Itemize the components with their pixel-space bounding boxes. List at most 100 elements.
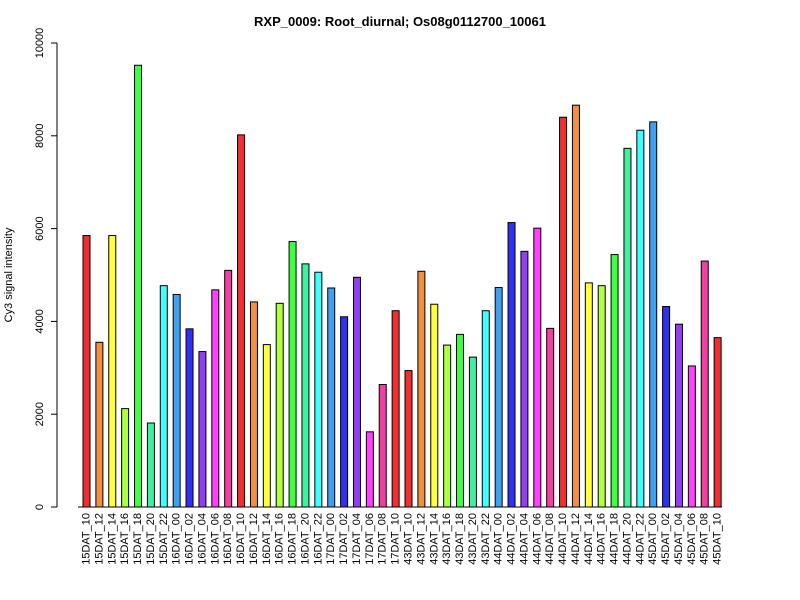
x-tick-label: 43DAT_10 — [403, 513, 415, 565]
bar — [340, 316, 349, 508]
y-tick-label: 8000 — [34, 124, 46, 148]
x-tick-label: 44DAT_16 — [596, 513, 608, 565]
bar — [520, 250, 529, 508]
x-tick-label: 44DAT_22 — [634, 513, 646, 565]
x-tick-label: 16DAT_02 — [184, 513, 196, 565]
x-tick-label: 15DAT_20 — [145, 513, 157, 565]
x-tick-label: 44DAT_04 — [518, 513, 530, 565]
y-tick-label: 6000 — [34, 216, 46, 240]
bar — [121, 408, 130, 508]
x-tick-label: 15DAT_14 — [106, 513, 118, 565]
bar — [649, 121, 658, 508]
bar — [172, 293, 181, 508]
bar — [481, 310, 490, 508]
x-tick-label: 44DAT_06 — [531, 513, 543, 565]
bar — [275, 302, 284, 508]
x-tick-label: 43DAT_14 — [428, 513, 440, 565]
bar — [82, 235, 91, 508]
y-axis-label: Cy3 signal intensity — [3, 227, 15, 322]
bar — [365, 431, 374, 508]
x-tick-label: 44DAT_20 — [621, 513, 633, 565]
x-tick-label: 43DAT_12 — [415, 513, 427, 565]
x-tick-label: 45DAT_02 — [660, 513, 672, 565]
x-tick-label: 44DAT_18 — [609, 513, 621, 565]
bar — [430, 303, 439, 508]
bar — [198, 351, 207, 508]
bar — [494, 287, 503, 508]
x-tick-label: 17DAT_00 — [325, 513, 337, 565]
x-tick-label: 44DAT_10 — [557, 513, 569, 565]
x-tick-label: 16DAT_16 — [274, 513, 286, 565]
x-tick-label: 16DAT_04 — [196, 513, 208, 565]
x-tick-label: 16DAT_08 — [222, 513, 234, 565]
x-tick-label: 17DAT_06 — [364, 513, 376, 565]
x-tick-label: 16DAT_20 — [299, 513, 311, 565]
x-tick-label: 44DAT_14 — [583, 513, 595, 565]
x-tick-label: 15DAT_12 — [93, 513, 105, 565]
bar — [662, 306, 671, 508]
x-tick-label: 45DAT_00 — [647, 513, 659, 565]
bar — [146, 422, 155, 508]
y-tick-label: 10000 — [34, 28, 46, 59]
bar — [674, 323, 683, 508]
bar — [314, 271, 323, 508]
bar — [237, 134, 246, 508]
bar — [134, 64, 143, 508]
bar — [391, 310, 400, 508]
x-tick-label: 45DAT_06 — [686, 513, 698, 565]
bar — [636, 129, 645, 508]
x-tick-label: 43DAT_22 — [480, 513, 492, 565]
bar — [468, 356, 477, 508]
x-tick-label: 17DAT_02 — [338, 513, 350, 565]
bar — [687, 365, 696, 508]
bar — [327, 287, 336, 508]
x-tick-label: 17DAT_10 — [390, 513, 402, 565]
bar — [597, 285, 606, 508]
y-ticks: 0 2000 4000 6000 8000 10000 — [34, 28, 57, 510]
x-tick-labels: 15DAT_10 15DAT_12 15DAT_14 15DAT_16 15DAT_18… — [81, 513, 724, 565]
x-tick-label: 45DAT_04 — [673, 513, 685, 565]
bar — [301, 263, 310, 508]
x-tick-label: 16DAT_00 — [171, 513, 183, 565]
x-tick-label: 15DAT_16 — [119, 513, 131, 565]
x-tick-label: 45DAT_08 — [699, 513, 711, 565]
bar — [546, 327, 555, 508]
x-tick-label: 15DAT_10 — [81, 513, 93, 565]
bar — [95, 341, 104, 508]
x-tick-label: 44DAT_00 — [493, 513, 505, 565]
bar — [610, 254, 619, 508]
bar — [185, 328, 194, 508]
x-tick-label: 17DAT_04 — [351, 513, 363, 565]
bar — [713, 337, 722, 508]
x-tick-label: 44DAT_08 — [544, 513, 556, 565]
bar — [559, 116, 568, 508]
x-tick-label: 43DAT_16 — [441, 513, 453, 565]
bar — [288, 241, 297, 508]
x-tick-label: 16DAT_12 — [248, 513, 260, 565]
x-tick-label: 44DAT_02 — [506, 513, 518, 565]
bar — [700, 260, 709, 508]
x-tick-label: 15DAT_22 — [158, 513, 170, 565]
x-tick-label: 16DAT_14 — [261, 513, 273, 565]
bar — [108, 235, 117, 508]
y-tick-label: 2000 — [34, 402, 46, 426]
x-tick-label: 43DAT_18 — [454, 513, 466, 565]
bar — [571, 104, 580, 508]
bar — [224, 269, 233, 508]
bar — [211, 289, 220, 508]
bar — [533, 227, 542, 508]
bar — [584, 282, 593, 508]
x-tick-label: 16DAT_10 — [235, 513, 247, 565]
bar — [404, 370, 413, 508]
x-tick-label: 16DAT_06 — [209, 513, 221, 565]
chart-title: RXP_0009: Root_diurnal; Os08g0112700_100… — [254, 14, 546, 29]
bar — [507, 222, 516, 508]
x-tick-label: 45DAT_10 — [712, 513, 724, 565]
bar — [378, 384, 387, 508]
bars — [82, 64, 722, 508]
x-tick-label: 17DAT_08 — [377, 513, 389, 565]
x-tick-label: 44DAT_12 — [570, 513, 582, 565]
bar — [456, 333, 465, 508]
x-tick-label: 16DAT_22 — [312, 513, 324, 565]
